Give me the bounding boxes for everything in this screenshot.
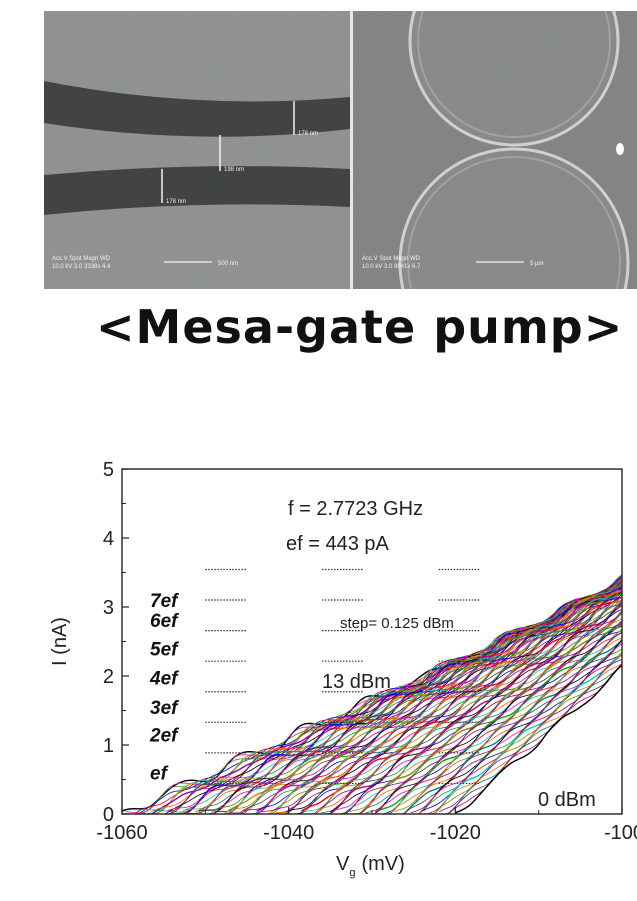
x-label-sub: g	[349, 867, 355, 879]
sem-right-info-values: 10.0 kV 3.0 8041x 6.7	[362, 264, 421, 270]
x-tick-label: -1020	[430, 822, 481, 844]
power-curve	[343, 611, 622, 814]
power-curve	[445, 665, 622, 814]
plateau-label: ef	[150, 764, 169, 785]
power-curve	[448, 663, 622, 814]
x-label-main: V	[336, 853, 350, 875]
sem-right-info: Acc.V Spot Magn WD	[362, 256, 421, 262]
sem-left-panel: 178 nm 198 nm 178 nm Acc.V Spot Magn WD …	[44, 11, 350, 289]
x-tick-label: -100	[604, 822, 637, 844]
power-curve	[157, 579, 622, 814]
frequency-annotation: f = 2.7723 GHz	[288, 498, 423, 520]
power-curve	[403, 639, 622, 814]
power-curve	[442, 663, 622, 814]
plateau-label: 3ef	[150, 698, 179, 719]
power-curve	[250, 582, 622, 814]
power-curve	[330, 601, 622, 813]
sem-micrographs: 178 nm 198 nm 178 nm Acc.V Spot Magn WD …	[44, 11, 637, 289]
sem-dim-3: 178 nm	[166, 199, 186, 205]
power-curve	[384, 631, 622, 814]
sem-right-panel: Acc.V Spot Magn WD 10.0 kV 3.0 8041x 6.7…	[350, 11, 637, 289]
power-curve	[307, 598, 622, 814]
plateau-guides	[205, 568, 481, 785]
power-curve	[272, 587, 622, 811]
x-axis-label: Vg (mV)	[336, 853, 405, 879]
power-sweep-curves	[122, 574, 622, 814]
power-curve	[397, 632, 622, 814]
step-annotation: step= 0.125 dBm	[340, 615, 454, 632]
bright-spot	[616, 143, 624, 155]
power-curve	[455, 664, 622, 814]
high-power-label: 13 dBm	[322, 671, 391, 693]
power-curve	[387, 630, 622, 814]
figure-caption: <Mesa-gate pump>	[96, 300, 624, 354]
power-curve	[381, 630, 622, 814]
sem-dim-2: 198 nm	[224, 167, 244, 173]
power-curve	[429, 651, 622, 814]
sem-dim-1: 178 nm	[298, 131, 318, 137]
power-curve	[195, 576, 622, 813]
plateau-label: 7ef	[150, 591, 179, 612]
sem-right-scalebar-label: 5 µm	[530, 261, 543, 267]
y-tick-label: 4	[103, 528, 114, 550]
plateau-label: 4ef	[149, 668, 179, 689]
y-tick-label: 3	[103, 597, 114, 619]
y-tick-label: 2	[103, 666, 114, 688]
y-tick-label: 1	[103, 735, 114, 757]
y-axis-label: I (nA)	[49, 617, 71, 666]
power-curve	[378, 625, 622, 812]
power-curve	[356, 612, 622, 814]
y-tick-label: 0	[103, 804, 114, 826]
plateau-label: 6ef	[150, 611, 179, 632]
sem-left-scalebar-label: 500 nm	[218, 261, 238, 267]
low-power-label: 0 dBm	[538, 789, 596, 811]
power-curve	[320, 603, 622, 814]
y-axis: 0 1 2 3 4 5	[103, 459, 129, 826]
y-tick-label: 5	[103, 459, 114, 481]
power-curve	[407, 640, 622, 811]
x-tick-label: -1040	[263, 822, 314, 844]
x-axis: -1060 -1040 -1020 -100	[96, 807, 637, 844]
plateau-label: 2ef	[149, 726, 179, 747]
x-label-unit: (mV)	[361, 853, 404, 875]
sem-left-info-values: 10.0 kV 3.0 3338x 4.4	[52, 264, 111, 270]
power-curve	[291, 591, 622, 814]
sem-left-info: Acc.V Spot Magn WD	[52, 256, 111, 262]
ef-annotation: ef = 443 pA	[286, 533, 390, 555]
x-tick-label: -1060	[96, 822, 147, 844]
plateau-label: 5ef	[150, 639, 179, 660]
power-curve	[288, 593, 622, 812]
